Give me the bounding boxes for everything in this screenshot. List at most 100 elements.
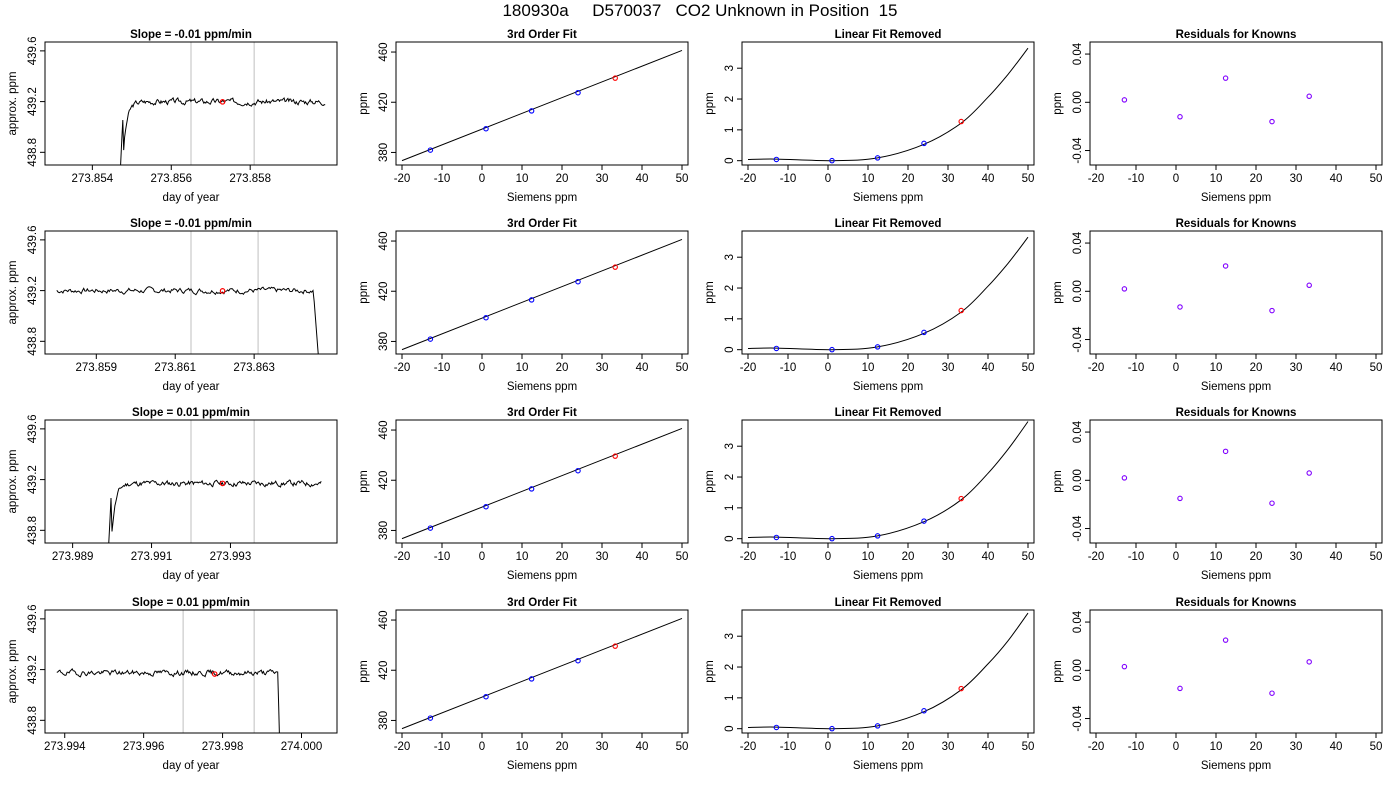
x-tick-label: 273.998 — [202, 741, 244, 753]
plot-area — [747, 421, 1029, 542]
y-tick-label: 380 — [378, 711, 390, 730]
y-tick-label: 3 — [724, 633, 736, 639]
panel-3-1: Slope = 0.01 ppm/min 273.989 273.991 273.99… — [7, 407, 338, 582]
residual-point — [1177, 304, 1183, 310]
x-tick-label: 50 — [1370, 741, 1383, 753]
panel-title: Slope = -0.01 ppm/min — [130, 29, 252, 41]
y-tick-label: 380 — [378, 143, 390, 162]
x-tick-label: 20 — [902, 741, 915, 753]
x-tick-label: 0 — [479, 362, 485, 374]
concentration-trace — [56, 286, 319, 354]
y-tick-label: 439.6 — [27, 225, 39, 254]
x-tick-label: 10 — [1210, 551, 1223, 563]
y-axis-label: ppm — [704, 92, 716, 114]
y-tick-label: -0.04 — [1072, 326, 1084, 353]
x-tick-label: 274.000 — [281, 741, 323, 753]
x-tick-label: 30 — [1290, 173, 1303, 185]
panel-title: Residuals for Knowns — [1176, 218, 1297, 230]
y-tick-label: 460 — [378, 42, 390, 61]
x-tick-label: 30 — [596, 551, 609, 563]
x-tick-label: 273.863 — [233, 362, 275, 374]
y-tick-label: 420 — [378, 282, 390, 301]
concentration-trace — [108, 479, 322, 543]
y-tick-label: -0.04 — [1072, 705, 1084, 732]
panel-title: Slope = 0.01 ppm/min — [132, 597, 250, 609]
unknown-point — [612, 75, 618, 81]
x-tick-label: 10 — [1210, 741, 1223, 753]
x-tick-label: 10 — [1210, 173, 1223, 185]
y-tick-label: 438.8 — [27, 138, 39, 167]
x-tick-label: -20 — [740, 173, 757, 185]
y-tick-label: 3 — [724, 65, 736, 71]
panel-4-2: 3rd Order Fit -20 -10 0 10 20 30 40 50 380 420 460 S… — [358, 597, 689, 772]
panel-title: Slope = -0.01 ppm/min — [130, 218, 252, 230]
y-axis-label: ppm — [704, 470, 716, 492]
x-tick-label: 50 — [1370, 551, 1383, 563]
x-tick-label: 10 — [862, 173, 875, 185]
x-tick-label: 0 — [1173, 173, 1179, 185]
residual-point — [1269, 500, 1275, 506]
plot-frame — [1089, 41, 1383, 166]
plot-area — [1121, 263, 1312, 314]
plot-area — [401, 617, 683, 730]
known-point — [874, 344, 881, 350]
unknown-marker — [211, 671, 218, 677]
x-tick-label: 273.861 — [154, 362, 196, 374]
x-tick-label: -10 — [434, 551, 451, 563]
x-tick-label: 40 — [1330, 551, 1343, 563]
x-tick-label: 20 — [556, 362, 569, 374]
plot-area — [1121, 637, 1312, 696]
y-axis-label: ppm — [704, 660, 716, 682]
y-tick-label: 1 — [724, 505, 736, 511]
x-tick-label: -10 — [1128, 551, 1145, 563]
known-point — [483, 125, 489, 132]
residual-point — [1222, 75, 1229, 81]
y-tick-label: 439.2 — [27, 465, 39, 494]
y-axis-label: ppm — [358, 281, 370, 303]
y-tick-label: 1 — [724, 695, 736, 701]
known-point — [874, 155, 881, 161]
residual-point — [1306, 282, 1312, 289]
y-tick-label: 1 — [724, 316, 736, 322]
known-point — [528, 108, 535, 114]
x-tick-label: 10 — [516, 741, 529, 753]
x-tick-label: 10 — [516, 551, 529, 563]
unknown-point — [958, 307, 964, 314]
y-tick-label: 0 — [724, 346, 736, 352]
plot-area — [747, 47, 1029, 164]
residual-point — [1121, 286, 1128, 292]
x-tick-label: -20 — [394, 362, 411, 374]
unknown-marker — [219, 288, 226, 294]
y-axis-label: approx. ppm — [7, 640, 19, 704]
y-tick-label: 380 — [378, 521, 390, 540]
concentration-trace — [56, 668, 280, 733]
residual-curve — [747, 47, 1029, 162]
x-tick-label: 50 — [1022, 173, 1035, 185]
residual-point — [1306, 659, 1312, 665]
x-tick-label: 0 — [825, 362, 831, 374]
y-tick-label: 0.04 — [1072, 610, 1084, 633]
x-tick-label: 10 — [862, 551, 875, 563]
x-tick-label: 30 — [1290, 741, 1303, 753]
x-tick-label: 10 — [516, 173, 529, 185]
x-tick-label: -10 — [780, 741, 797, 753]
x-axis-label: Siemens ppm — [1201, 381, 1271, 393]
x-tick-label: 50 — [676, 173, 689, 185]
known-point — [427, 147, 434, 153]
panel-title: Residuals for Knowns — [1176, 29, 1297, 41]
known-point — [528, 297, 535, 303]
y-tick-label: 420 — [378, 661, 390, 680]
y-axis-label: ppm — [358, 470, 370, 492]
x-tick-label: -10 — [434, 362, 451, 374]
known-point — [874, 533, 881, 539]
residual-point — [1121, 475, 1128, 481]
x-tick-label: 30 — [596, 362, 609, 374]
known-point — [921, 518, 927, 524]
x-tick-label: 30 — [1290, 551, 1303, 563]
plot-frame — [1089, 230, 1383, 355]
x-tick-label: 0 — [479, 551, 485, 563]
x-tick-label: 20 — [1250, 551, 1263, 563]
y-tick-label: 0 — [724, 535, 736, 541]
panel-1-3: Linear Fit Removed -20 -10 0 10 20 30 40 50 0 1 2 3 S… — [704, 29, 1035, 204]
